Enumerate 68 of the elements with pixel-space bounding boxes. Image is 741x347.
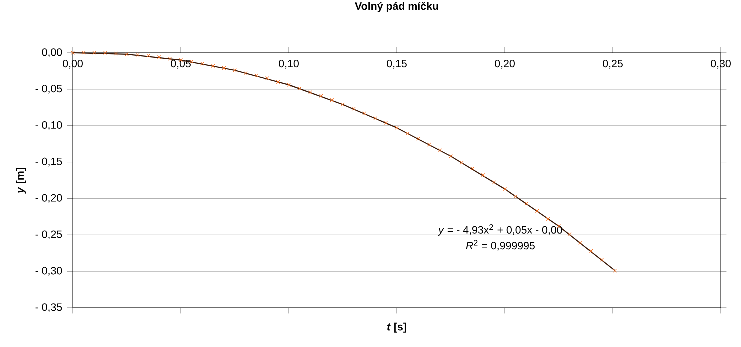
point	[395, 126, 399, 130]
y-tick-label: - 0,15	[36, 158, 62, 167]
point	[298, 86, 302, 91]
point	[470, 166, 475, 171]
point	[460, 161, 464, 165]
point	[146, 54, 151, 58]
point	[384, 120, 388, 125]
point	[427, 142, 432, 147]
point	[568, 232, 572, 236]
point	[254, 74, 259, 78]
point	[157, 55, 162, 60]
point	[103, 51, 108, 55]
point	[535, 209, 540, 214]
point	[613, 268, 618, 273]
y-tick-label: - 0,25	[36, 230, 62, 240]
point	[341, 102, 345, 107]
point	[330, 98, 334, 102]
point	[438, 148, 442, 153]
x-tick-label: 0,10	[279, 60, 299, 69]
point	[308, 90, 313, 94]
point	[136, 53, 140, 58]
point	[492, 180, 496, 185]
y-tick-label: 0,00	[42, 48, 62, 58]
point	[589, 249, 594, 254]
point	[514, 194, 518, 198]
x-tick-label: 0,20	[495, 60, 515, 69]
point	[449, 154, 453, 158]
point	[200, 62, 205, 66]
point	[352, 107, 356, 112]
x-axis-title: t [s]	[387, 322, 406, 333]
y-tick-label: - 0,30	[36, 267, 62, 276]
point	[168, 56, 172, 61]
y-tick-label: - 0,35	[36, 304, 62, 312]
point	[524, 202, 529, 206]
point	[244, 71, 248, 76]
x-tick-label: 0,00	[63, 60, 83, 69]
x-tick-label: 0,15	[387, 60, 407, 69]
y-axis-title: y [m]	[16, 168, 26, 194]
point	[406, 132, 410, 136]
point	[276, 80, 280, 84]
point	[362, 112, 367, 116]
point	[265, 76, 270, 80]
point	[125, 52, 129, 56]
point	[481, 173, 486, 178]
point	[233, 68, 237, 72]
point	[546, 217, 550, 222]
point	[373, 116, 378, 121]
point	[287, 83, 291, 88]
point	[114, 52, 118, 56]
x-tick-label: 0,25	[603, 60, 623, 69]
chart-title: Volný pád míčku	[355, 2, 438, 12]
x-tick-label: 0,05	[171, 60, 191, 69]
point	[82, 51, 86, 55]
x-tick-label: 0,30	[711, 60, 731, 69]
point	[416, 137, 421, 141]
y-tick-label: - 0,05	[36, 85, 62, 94]
point	[92, 51, 97, 55]
annotation: y = - 4,93x$^{2}$ + 0,05x - 0,00	[438, 224, 562, 236]
point	[211, 64, 216, 68]
point	[222, 66, 226, 70]
point	[503, 187, 507, 192]
point	[71, 51, 75, 55]
y-tick-label: - 0,20	[36, 194, 62, 204]
point	[319, 94, 324, 98]
point	[578, 241, 583, 246]
y-tick-label: - 0,10	[36, 121, 62, 130]
annotation: R$^{2}$ = 0,999995	[466, 240, 535, 251]
point	[600, 258, 604, 262]
